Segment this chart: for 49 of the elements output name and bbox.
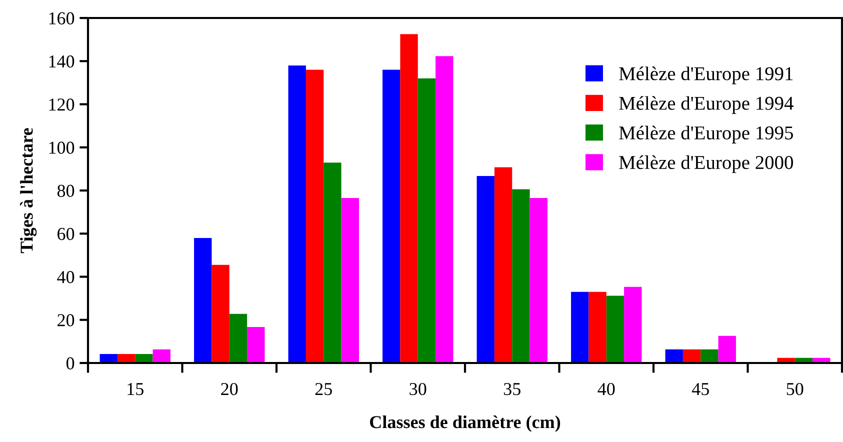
y-tick-label: 160: [49, 12, 74, 24]
bar: [494, 167, 512, 363]
x-tick-label: 35: [504, 383, 520, 396]
y-tick-label: 0: [66, 357, 74, 370]
y-tick-label: 40: [57, 271, 74, 284]
bar: [194, 238, 212, 363]
bar: [606, 296, 624, 363]
bar: [306, 70, 324, 363]
bar: [324, 162, 342, 363]
x-tick-label: 45: [692, 383, 709, 396]
bar: [530, 198, 548, 363]
legend-label: Mélèze d'Europe 1994: [619, 96, 794, 114]
bar: [152, 349, 170, 363]
bar: [382, 70, 400, 363]
bar: [718, 336, 736, 363]
legend-label: Mélèze d'Europe 2000: [619, 155, 793, 174]
legend-label: Mélèze d'Europe 1991: [619, 66, 793, 84]
x-axis-title: Classes de diamètre (cm): [370, 415, 560, 432]
x-tick-label: 40: [598, 382, 615, 396]
bar: [571, 292, 589, 363]
bar: [247, 326, 265, 363]
x-tick-label: 30: [410, 382, 426, 396]
x-tick-label: 50: [786, 382, 804, 396]
y-tick-label: 20: [58, 314, 74, 326]
legend-label: Mélèze d'Europe 1995: [619, 126, 793, 144]
x-tick-label: 25: [315, 383, 332, 396]
bar: [135, 354, 153, 363]
bar: [212, 264, 230, 363]
y-tick-label: 60: [58, 228, 74, 240]
y-tick-label: 140: [49, 55, 74, 68]
bar: [341, 198, 359, 363]
bar: [418, 78, 436, 363]
bar: [229, 314, 248, 363]
bar: [400, 34, 418, 363]
x-tick-label: 20: [221, 382, 238, 396]
bar: [512, 189, 530, 363]
y-tick-label: 120: [49, 98, 74, 111]
bar: [682, 349, 701, 363]
bar: [624, 286, 642, 363]
y-tick-label: 80: [57, 184, 74, 197]
bar: [436, 56, 454, 363]
x-tick-label: 15: [128, 383, 144, 396]
bar: [288, 65, 306, 363]
bar: [700, 349, 718, 363]
y-axis-title: Tiges à l'hectare: [20, 128, 37, 254]
bar: [665, 349, 683, 363]
bar: [476, 176, 494, 363]
bar: [588, 292, 606, 363]
y-tick-label: 100: [49, 142, 74, 154]
